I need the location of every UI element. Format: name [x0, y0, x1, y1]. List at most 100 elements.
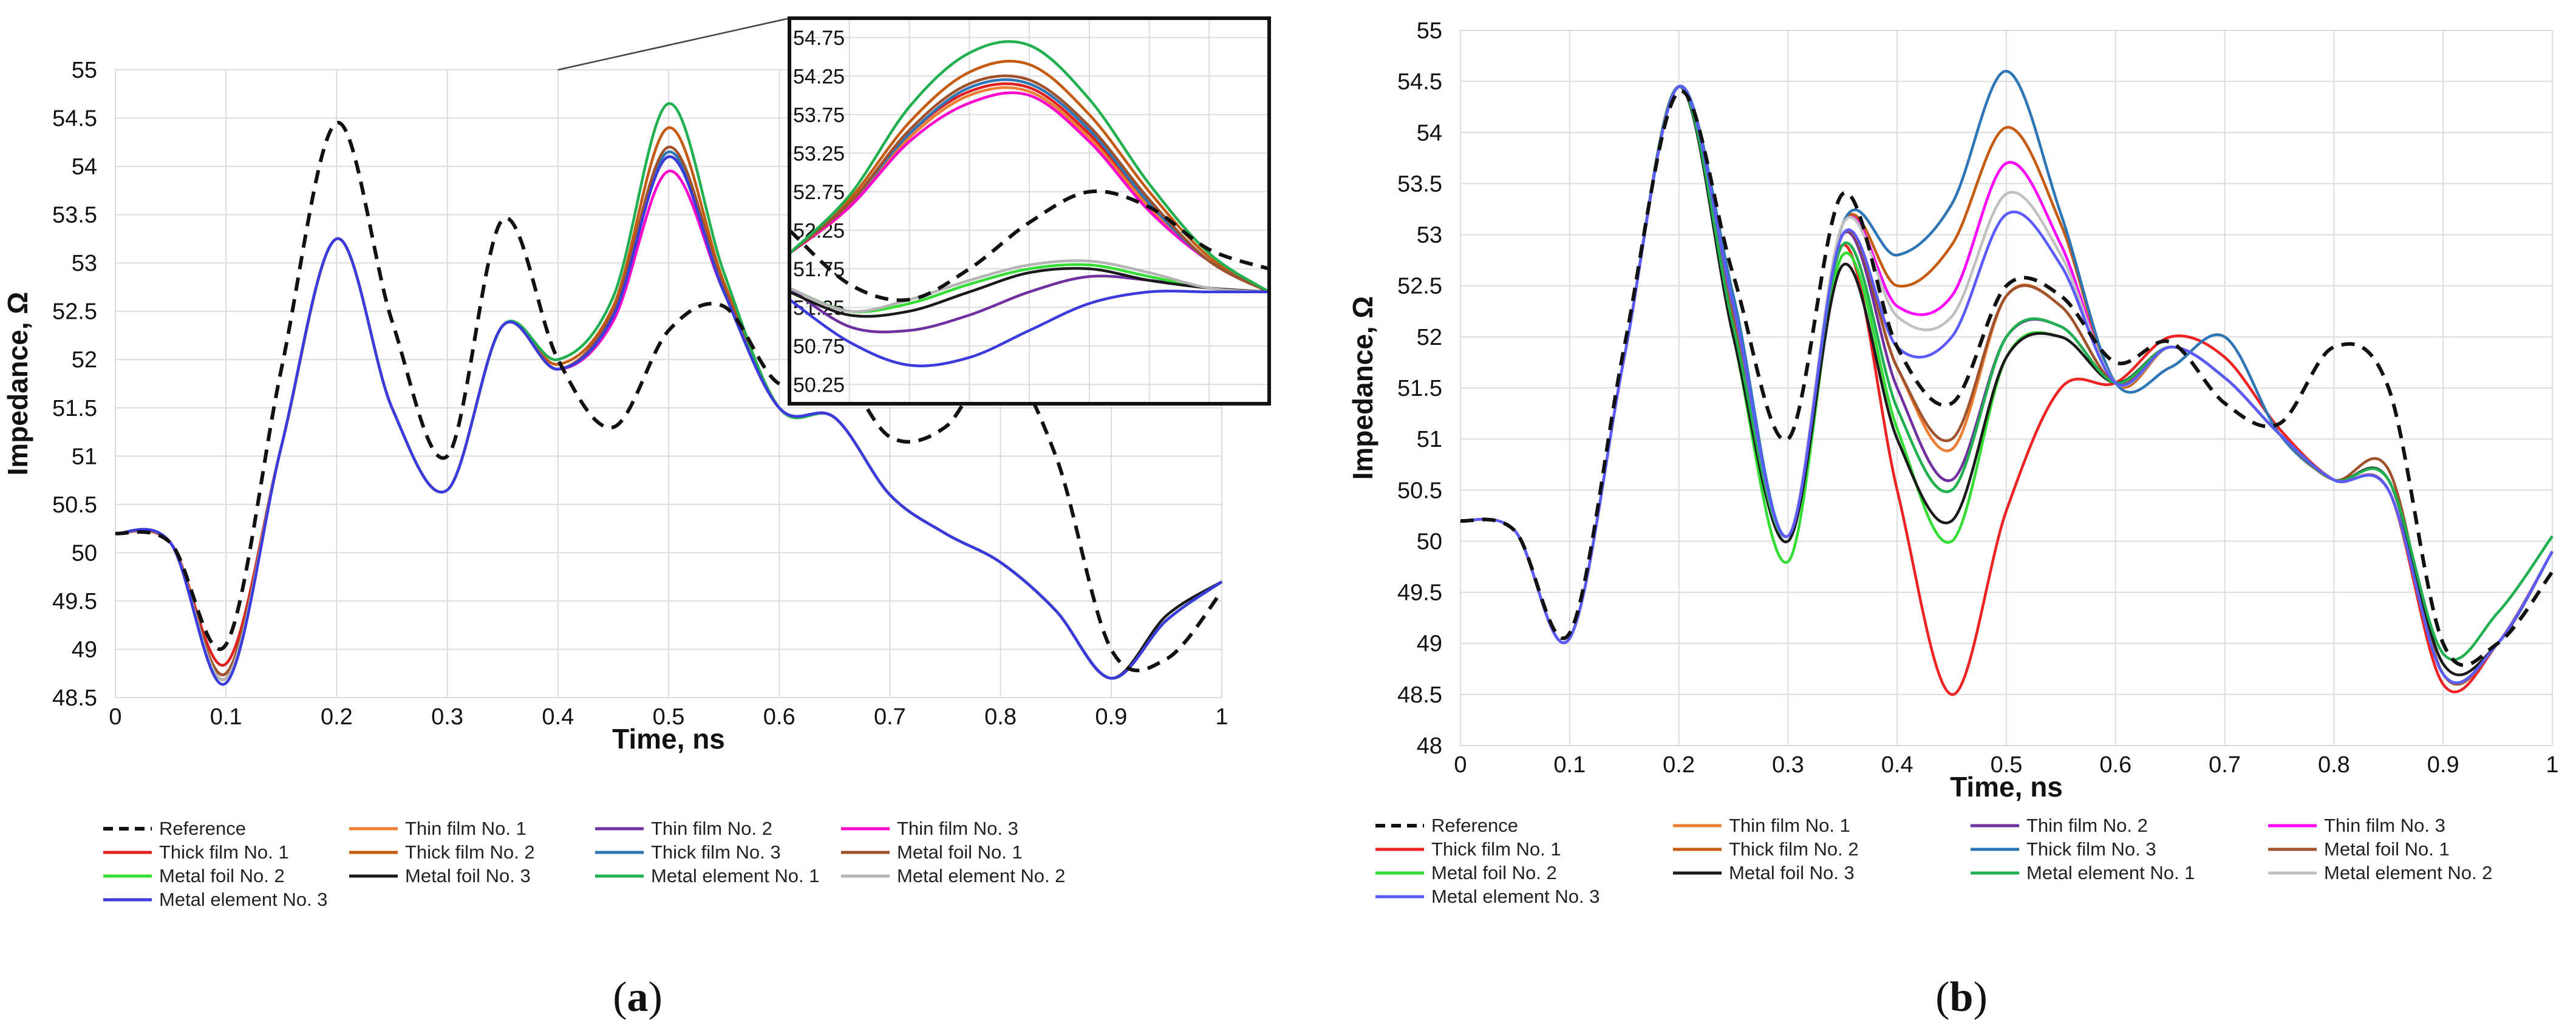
x-tick-label: 0.3 [431, 704, 463, 730]
y-tick-label: 52 [72, 347, 97, 373]
x-tick-label: 0.4 [1881, 752, 1913, 778]
inset-series-group [789, 40, 1269, 367]
y-tick-label: 51 [72, 444, 97, 469]
series-line-metal-element-no-3 [115, 155, 1223, 686]
series-group [1460, 70, 2554, 696]
inset-series-line-thin-film-no-3 [789, 91, 1269, 293]
inset-series-line-metal-foil-no-1 [789, 74, 1269, 293]
inset-series-line-reference [789, 189, 1269, 302]
x-tick-label: 0.7 [874, 704, 906, 730]
y-axis-title: Impedance, Ω [1347, 296, 1378, 480]
x-tick-label: 0.5 [1991, 752, 2023, 778]
y-tick-label: 51 [1417, 427, 1442, 452]
series-line-reference [1460, 89, 2554, 667]
panel-label: (a) [613, 974, 663, 1021]
inset-series-line-metal-element-no-3 [789, 290, 1269, 367]
legend-label: Thick film No. 2 [1729, 838, 1859, 860]
legend-label: Thin film No. 1 [1729, 815, 1850, 836]
y-axis-title: Impedance, Ω [2, 292, 33, 476]
panel-a: 0 0.1 0.2 0.3 0.4 0.5 0.6 0.7 0.8 0.9 1 48.5 49 49.5 5… [2, 16, 1271, 1021]
legend-label: Metal element No. 1 [651, 865, 819, 886]
y-tick-label: 49 [72, 637, 97, 662]
inset-series-line-metal-element-no-1 [789, 40, 1269, 293]
x-tick-label: 0.6 [2099, 752, 2131, 778]
x-tick-label: 0.8 [984, 704, 1017, 730]
gridlines [1460, 30, 2553, 746]
legend-label: Metal element No. 3 [1431, 886, 1600, 907]
y-tick-label: 53 [1417, 223, 1442, 248]
legend-label: Thin film No. 1 [405, 818, 526, 839]
legend-label: Metal foil No. 3 [1729, 862, 1855, 883]
x-tick-label: 0.3 [1772, 752, 1804, 778]
y-tick-label: 55 [72, 58, 97, 83]
y-tick-label: 51.5 [52, 396, 97, 421]
inset-frame [788, 16, 1271, 406]
x-tick-label: 1 [2546, 752, 2558, 778]
x-tick-label: 0 [1454, 752, 1467, 778]
inset-y-tick-label: 53.25 [793, 142, 845, 165]
x-tick-label: 1 [1215, 704, 1228, 730]
panel-label-open: ( [1935, 974, 1949, 1021]
y-tick-label: 52 [1417, 325, 1442, 350]
y-tick-label: 54.5 [1397, 69, 1442, 95]
x-tick-label: 0.5 [653, 704, 685, 730]
x-tick-label: 0.9 [2427, 752, 2459, 778]
panel-label-letter: a [627, 974, 649, 1021]
y-tick-label: 52.5 [1397, 274, 1442, 299]
x-tick-label: 0.4 [542, 704, 574, 730]
legend-label: Metal element No. 2 [897, 865, 1065, 886]
zoom-inset: 54.7554.2553.7553.2552.7552.2551.7551.25… [557, 16, 1271, 406]
y-tick-label: 50 [1417, 529, 1442, 554]
y-tick-label: 48.5 [52, 685, 97, 711]
inset-series-line-metal-foil-no-3 [789, 267, 1269, 318]
inset-y-tick-label: 54.75 [793, 27, 845, 50]
x-tick-label: 0.9 [1095, 704, 1127, 730]
y-tick-label: 48.5 [1397, 682, 1442, 708]
inset-y-tick-label: 50.25 [793, 373, 845, 396]
legend-label: Thick film No. 1 [1431, 838, 1561, 860]
x-tick-label: 0.1 [210, 704, 242, 730]
y-tick-label: 50.5 [1397, 478, 1442, 503]
y-tick-label: 50.5 [52, 492, 97, 518]
inset-series-line-metal-element-no-2 [789, 259, 1269, 313]
legend-label: Metal element No. 1 [2026, 862, 2195, 883]
x-tick-label: 0 [109, 704, 121, 730]
legend-label: Thick film No. 1 [159, 841, 289, 863]
x-tick-label: 0.2 [1663, 752, 1695, 778]
legend-label: Thin film No. 2 [651, 818, 772, 839]
panel-label-letter: b [1950, 974, 1974, 1021]
y-tick-label: 52.5 [52, 299, 97, 325]
x-tick-label: 0.6 [763, 704, 796, 730]
legend-label: Reference [159, 818, 246, 839]
y-tick-label: 53.5 [52, 203, 97, 228]
x-tick-label: 0.7 [2209, 752, 2241, 778]
x-tick-label: 0.2 [321, 704, 353, 730]
x-axis-title: Time, ns [1950, 771, 2063, 803]
y-tick-label: 48 [1417, 733, 1442, 759]
x-axis-title: Time, ns [612, 723, 725, 755]
legend-label: Metal foil No. 3 [405, 865, 531, 886]
legend-label: Thin film No. 2 [2026, 815, 2148, 836]
inset-y-tick-label: 50.75 [793, 335, 845, 358]
series-line-metal-element-no-3 [1460, 85, 2554, 684]
y-tick-label: 51.5 [1397, 376, 1442, 401]
y-tick-label: 49 [1417, 631, 1442, 657]
legend-label: Thin film No. 3 [2324, 815, 2445, 836]
inset-connector-line [557, 17, 790, 71]
y-tick-label: 49.5 [52, 589, 97, 614]
legend-label: Thick film No. 3 [651, 841, 781, 863]
y-tick-label: 50 [72, 540, 97, 566]
y-tick-label: 53 [72, 251, 97, 276]
panel-label: (b) [1935, 974, 1988, 1021]
panel-b: 0 0.1 0.2 0.3 0.4 0.5 0.6 0.7 0.8 0.9 1 48 48.5 49 49.… [1347, 18, 2559, 1021]
inset-y-tick-label: 54.25 [793, 65, 845, 88]
legend-label: Thin film No. 3 [897, 818, 1018, 839]
legend-label: Metal element No. 2 [2324, 862, 2492, 883]
legend-label: Metal element No. 3 [159, 889, 327, 910]
inset-y-tick-label: 52.75 [793, 181, 845, 204]
legend-label: Thick film No. 3 [2026, 838, 2156, 860]
legend-label: Metal foil No. 2 [159, 865, 285, 886]
